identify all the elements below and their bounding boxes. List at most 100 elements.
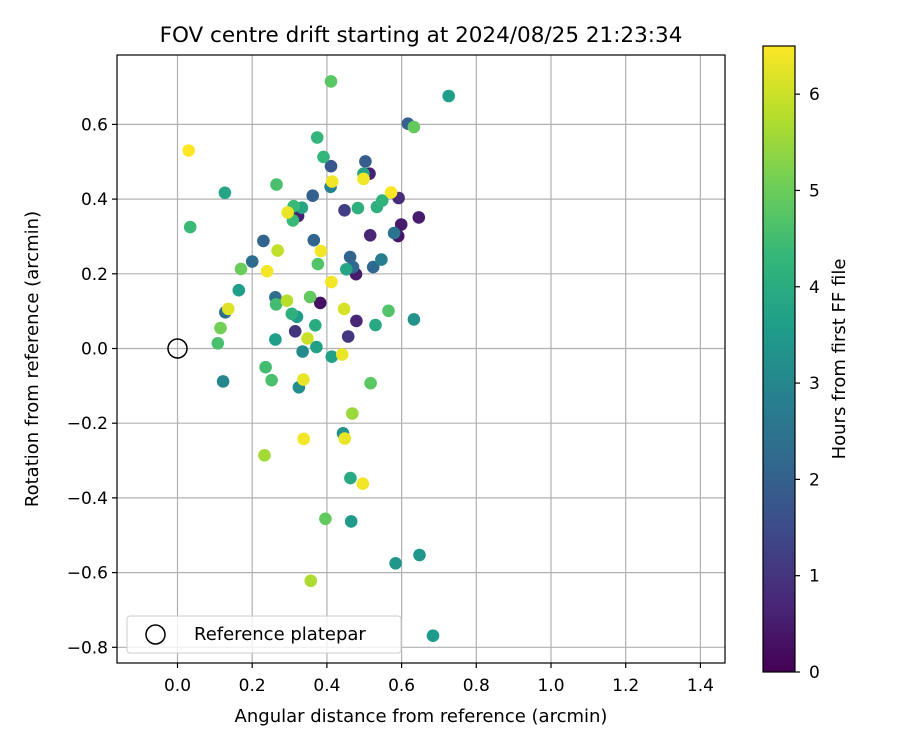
data-point	[389, 557, 402, 570]
legend-label: Reference platepar	[194, 624, 366, 645]
data-point	[407, 313, 421, 326]
data-point	[296, 345, 309, 358]
colorbar-tick-label: 1	[809, 567, 820, 587]
data-point	[382, 304, 395, 318]
data-point	[297, 373, 310, 386]
colorbar-tick-label: 4	[809, 278, 820, 298]
legend-box	[126, 615, 402, 654]
data-point	[369, 318, 382, 332]
colorbar-ticks: 0 1 2 3 4 5 6	[795, 85, 820, 683]
data-point	[214, 321, 227, 335]
colorbar-tick-label: 5	[809, 181, 820, 201]
data-point	[324, 75, 338, 88]
chart-title: FOV centre drift starting at 2024/08/25 …	[160, 23, 683, 48]
data-point	[310, 340, 323, 354]
data-point	[297, 432, 311, 446]
colorbar: 0 1 2 3 4 5 6 Hours from first FF file	[762, 45, 850, 683]
plot-frame	[116, 54, 726, 664]
data-point	[335, 348, 349, 361]
x-tick-label: 1.2	[612, 676, 639, 696]
data-point	[311, 257, 325, 271]
data-point	[218, 186, 232, 200]
data-point	[442, 89, 456, 103]
reference-marker	[167, 338, 188, 359]
data-point	[350, 314, 363, 328]
x-tick-label: 0.2	[239, 676, 266, 696]
data-point	[344, 471, 357, 485]
data-point	[258, 449, 271, 462]
y-tick-label: −0.6	[67, 564, 108, 584]
data-point	[337, 302, 351, 316]
data-point	[384, 186, 398, 199]
data-point	[325, 275, 338, 289]
data-point	[394, 218, 408, 231]
data-point	[325, 175, 339, 188]
data-point	[346, 407, 359, 420]
data-point	[341, 330, 355, 343]
x-tick-label: 1.0	[537, 676, 564, 696]
data-point	[338, 204, 351, 217]
data-point	[309, 319, 322, 332]
data-point	[366, 260, 380, 274]
data-point	[407, 120, 421, 134]
x-tick-label: 0.4	[313, 676, 340, 696]
data-point	[280, 294, 294, 308]
data-point	[269, 333, 282, 346]
data-point	[306, 189, 320, 202]
data-point	[271, 244, 284, 257]
data-point	[375, 194, 389, 207]
x-tick-label: 1.4	[687, 676, 714, 696]
scatter-points	[182, 75, 456, 642]
x-tick-label: 0.8	[463, 676, 490, 696]
data-point	[319, 512, 332, 526]
data-point	[359, 155, 372, 168]
data-point	[363, 229, 377, 242]
data-point	[412, 211, 426, 224]
data-point	[211, 337, 225, 350]
data-point	[182, 144, 195, 157]
data-point	[304, 574, 318, 588]
data-point	[426, 629, 440, 642]
legend: Reference platepar	[126, 615, 402, 654]
colorbar-tick-label: 6	[809, 85, 820, 105]
data-point	[183, 220, 197, 234]
y-tick-label: −0.2	[67, 414, 108, 434]
x-tick-label: 0.0	[164, 676, 191, 696]
data-point	[265, 373, 278, 387]
data-point	[344, 515, 358, 528]
data-point	[307, 233, 321, 247]
data-point	[232, 283, 246, 297]
y-tick-label: 0.0	[81, 340, 108, 360]
data-point	[338, 432, 352, 445]
x-tick-label: 0.6	[388, 676, 415, 696]
colorbar-gradient	[762, 45, 796, 673]
data-point	[413, 548, 426, 562]
data-point	[245, 255, 259, 268]
data-point	[260, 264, 274, 278]
data-point	[317, 150, 330, 164]
colorbar-tick-label: 0	[809, 663, 820, 683]
data-point	[313, 296, 327, 310]
data-point	[310, 131, 324, 144]
data-point	[375, 253, 388, 266]
data-point	[301, 332, 314, 345]
colorbar-label: Hours from first FF file	[829, 259, 850, 460]
data-point	[270, 178, 283, 191]
data-point	[285, 307, 299, 321]
data-point	[324, 159, 338, 173]
data-point	[387, 226, 401, 240]
grid-lines	[117, 55, 725, 663]
y-axis-label: Rotation from reference (arcmin)	[22, 211, 43, 507]
y-axis-ticks: −0.8 −0.6 −0.4 −0.2 0.0 0.2 0.4 0.6	[67, 115, 117, 658]
data-point	[343, 250, 357, 264]
data-point	[356, 477, 370, 491]
data-point	[288, 325, 302, 338]
data-point	[325, 350, 339, 364]
data-point	[351, 201, 365, 215]
data-point	[281, 206, 295, 219]
data-point	[269, 298, 283, 311]
data-point	[303, 290, 317, 304]
y-tick-label: −0.4	[67, 489, 108, 509]
data-point	[216, 375, 230, 388]
